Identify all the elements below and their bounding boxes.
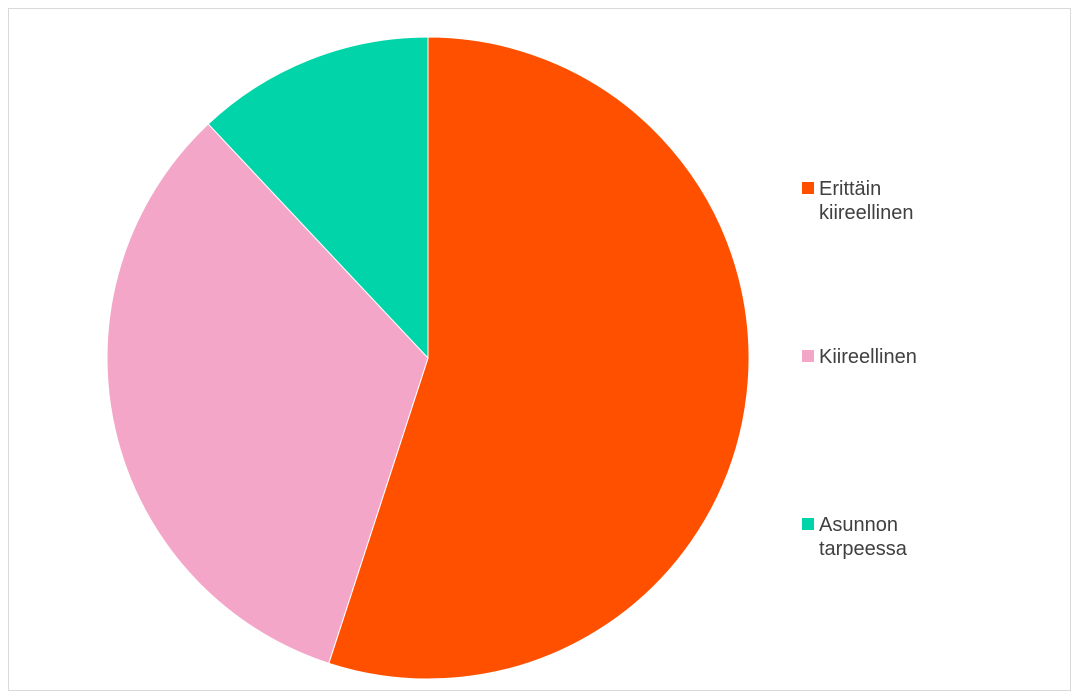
legend: Erittäin kiireellinen Kiireellinen Asunn… xyxy=(802,9,1002,692)
chart-area: Erittäin kiireellinen Kiireellinen Asunn… xyxy=(8,8,1071,691)
legend-label-asunnon-tarpeessa: Asunnon tarpeessa xyxy=(819,514,907,560)
legend-item-asunnon-tarpeessa: Asunnon tarpeessa xyxy=(802,513,949,561)
legend-label-erittain-kiireellinen: Erittäin kiireellinen xyxy=(819,178,914,224)
pie-slice-erittain-kiireellinen xyxy=(328,36,750,680)
pie-slice-kiireellinen xyxy=(106,123,429,664)
legend-swatch-kiireellinen xyxy=(802,350,814,362)
legend-swatch-erittain-kiireellinen xyxy=(802,182,814,194)
legend-item-erittain-kiireellinen: Erittäin kiireellinen xyxy=(802,177,949,225)
legend-label-kiireellinen: Kiireellinen xyxy=(819,346,917,368)
legend-item-kiireellinen: Kiireellinen xyxy=(802,345,949,369)
legend-swatch-asunnon-tarpeessa xyxy=(802,518,814,530)
pie-slice-asunnon-tarpeessa xyxy=(207,36,429,360)
pie-chart xyxy=(106,36,750,680)
